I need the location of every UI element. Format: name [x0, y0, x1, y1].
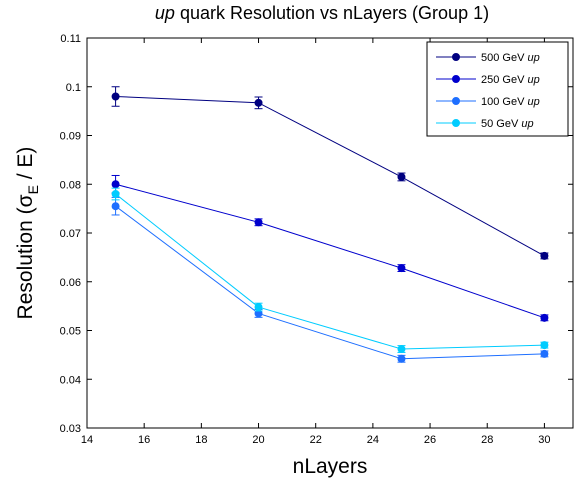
legend-marker — [453, 120, 460, 127]
legend-marker — [453, 98, 460, 105]
data-point — [398, 346, 405, 353]
y-tick-label: 0.03 — [60, 423, 81, 435]
x-tick-label: 16 — [138, 434, 150, 446]
y-tick-label: 0.06 — [60, 277, 81, 289]
y-tick-label: 0.07 — [60, 228, 81, 240]
series-line — [116, 184, 545, 318]
y-tick-label: 0.09 — [60, 131, 81, 143]
data-point — [255, 304, 262, 311]
chart-title-text: quark Resolution vs nLayers (Group 1) — [175, 3, 489, 23]
x-axis-label: nLayers — [293, 455, 368, 478]
series-line — [116, 206, 545, 359]
series-1 — [112, 175, 549, 321]
y-axis-label-sub: E — [25, 185, 41, 194]
series-line — [116, 194, 545, 349]
legend-label: 50 GeV up — [481, 118, 534, 130]
data-point — [541, 252, 548, 259]
data-point — [112, 93, 119, 100]
legend-label: 250 GeV up — [481, 74, 540, 86]
data-point — [255, 99, 262, 106]
x-tick-label: 30 — [538, 434, 550, 446]
y-axis-label-suffix: / E) — [14, 147, 37, 186]
legend-label-text: 500 GeV — [481, 52, 527, 64]
y-tick-label: 0.04 — [60, 374, 81, 386]
data-point — [112, 203, 119, 210]
data-point — [255, 219, 262, 226]
x-tick-label: 20 — [252, 434, 264, 446]
y-tick-label: 0.05 — [60, 326, 81, 338]
x-tick-label: 26 — [424, 434, 436, 446]
x-tick-label: 24 — [367, 434, 379, 446]
data-point — [398, 355, 405, 362]
data-point — [398, 265, 405, 272]
chart-title: up quark Resolution vs nLayers (Group 1) — [155, 3, 489, 23]
legend-label: 100 GeV up — [481, 96, 540, 108]
data-point — [398, 173, 405, 180]
data-point — [541, 342, 548, 349]
y-tick-label: 0.11 — [60, 33, 81, 45]
legend-label-italic: up — [527, 96, 539, 108]
chart-title-italic: up — [155, 3, 175, 23]
y-axis-label-prefix: Resolution (σ — [14, 194, 37, 319]
y-tick-label: 0.1 — [66, 82, 81, 94]
x-tick-label: 22 — [310, 434, 322, 446]
x-tick-label: 28 — [481, 434, 493, 446]
legend-label-italic: up — [527, 52, 539, 64]
legend-label-text: 250 GeV — [481, 74, 527, 86]
legend-label-italic: up — [521, 118, 533, 130]
data-point — [112, 181, 119, 188]
y-axis-label: Resolution (σE / E) — [14, 147, 41, 320]
legend-label: 500 GeV up — [481, 52, 540, 64]
x-tick-label: 18 — [195, 434, 207, 446]
y-tick-label: 0.08 — [60, 179, 81, 191]
legend-label-italic: up — [527, 74, 539, 86]
x-tick-label: 14 — [81, 434, 93, 446]
legend-marker — [453, 76, 460, 83]
legend-marker — [453, 54, 460, 61]
legend-label-text: 50 GeV — [481, 118, 521, 130]
data-point — [112, 191, 119, 198]
data-point — [541, 314, 548, 321]
series-3 — [112, 188, 549, 352]
data-point — [541, 350, 548, 357]
legend-label-text: 100 GeV — [481, 96, 527, 108]
